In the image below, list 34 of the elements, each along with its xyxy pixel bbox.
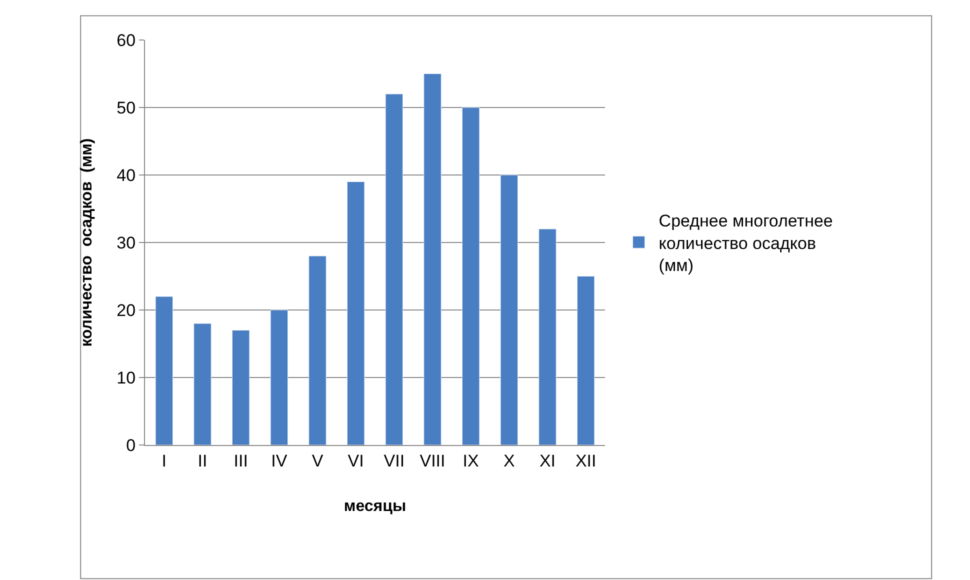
x-tick-label: XI <box>539 451 556 470</box>
y-tick-label: 50 <box>116 98 136 118</box>
x-tick-label: II <box>198 451 208 470</box>
y-tick-label: 20 <box>116 300 136 320</box>
y-tick-label: 10 <box>116 368 136 388</box>
x-tick-label: III <box>234 451 248 470</box>
bar <box>308 256 326 445</box>
x-tick-label: VIII <box>420 451 446 470</box>
x-tick-label: I <box>162 451 167 470</box>
x-tick-label: VII <box>384 451 405 470</box>
y-tick-label: 40 <box>116 166 136 185</box>
y-tick-label: 30 <box>116 233 136 252</box>
bar <box>155 296 174 445</box>
bar <box>232 330 250 445</box>
x-tick-label: V <box>312 451 324 470</box>
bar <box>538 228 556 445</box>
x-tick-label: IX <box>462 451 479 470</box>
x-tick-label: VI <box>348 451 364 470</box>
bar <box>346 182 365 445</box>
x-tick-label: IV <box>271 451 288 470</box>
y-tick-label: 0 <box>126 436 136 455</box>
bar <box>194 323 212 445</box>
legend-label: Среднее многолетнее количество осадков (мм) <box>658 212 833 275</box>
bar <box>270 310 288 445</box>
bar <box>500 174 518 445</box>
x-axis-title: месяцы <box>344 498 406 516</box>
bar <box>424 74 442 445</box>
bar <box>576 276 595 445</box>
bar <box>462 107 480 445</box>
y-tick-label: 60 <box>116 30 136 50</box>
x-tick-label: X <box>504 451 515 470</box>
y-axis-title: количество осадков (мм) <box>78 138 96 347</box>
bar <box>385 94 404 445</box>
x-tick-label: XII <box>575 451 596 470</box>
